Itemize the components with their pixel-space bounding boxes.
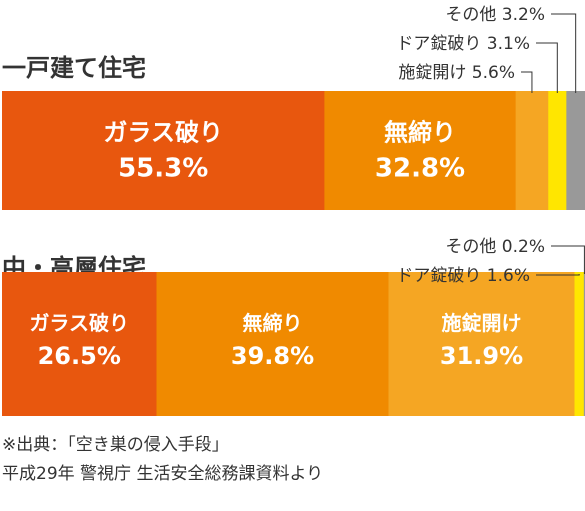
bar-segment-1-1	[156, 272, 389, 416]
bar-segment-0-1	[324, 91, 517, 210]
source-line-1: ※出典：「空き巣の侵入手段」	[2, 435, 229, 455]
chart-title-0: 一戸建て住宅	[2, 54, 146, 82]
callout-leader-0-4	[551, 13, 577, 93]
segment-value-1-1: 39.8%	[231, 342, 314, 370]
bar-segment-0-4	[566, 91, 585, 210]
callout-name-0-4: その他 3.2%	[445, 5, 545, 25]
bar-segment-0-3	[548, 91, 567, 210]
callout-name-1-3: ドア錠破り 1.6%	[396, 266, 530, 286]
segment-name-1-0: ガラス破り	[29, 311, 129, 335]
bar-segment-0-0	[2, 91, 325, 210]
segment-name-0-0: ガラス破り	[103, 119, 223, 147]
segment-value-0-1: 32.8%	[375, 154, 465, 184]
bar-segment-0-2	[515, 91, 549, 210]
segment-name-0-1: 無締り	[384, 119, 456, 147]
segment-value-1-2: 31.9%	[440, 342, 523, 370]
callout-name-0-3: ドア錠破り 3.1%	[396, 34, 530, 54]
callout-leader-0-2	[521, 71, 533, 93]
source-line-2: 平成29年 警視庁 生活安全総務課資料より	[2, 464, 324, 484]
bar-segment-1-2	[388, 272, 575, 416]
callout-name-1-4: その他 0.2%	[445, 237, 545, 257]
segment-name-1-1: 無締り	[243, 311, 303, 335]
callout-leader-1-4	[551, 245, 585, 274]
callout-leader-1-3	[536, 274, 580, 276]
callout-name-0-2: 施錠開け 5.6%	[398, 63, 515, 83]
bar-segment-1-4	[583, 272, 585, 416]
callout-leader-0-3	[536, 42, 558, 93]
segment-value-0-0: 55.3%	[118, 154, 208, 184]
bar-segment-1-0	[2, 272, 157, 416]
bar-segment-1-3	[574, 272, 585, 416]
segment-name-1-2: 施錠開け	[442, 311, 522, 335]
segment-value-1-0: 26.5%	[38, 342, 121, 370]
